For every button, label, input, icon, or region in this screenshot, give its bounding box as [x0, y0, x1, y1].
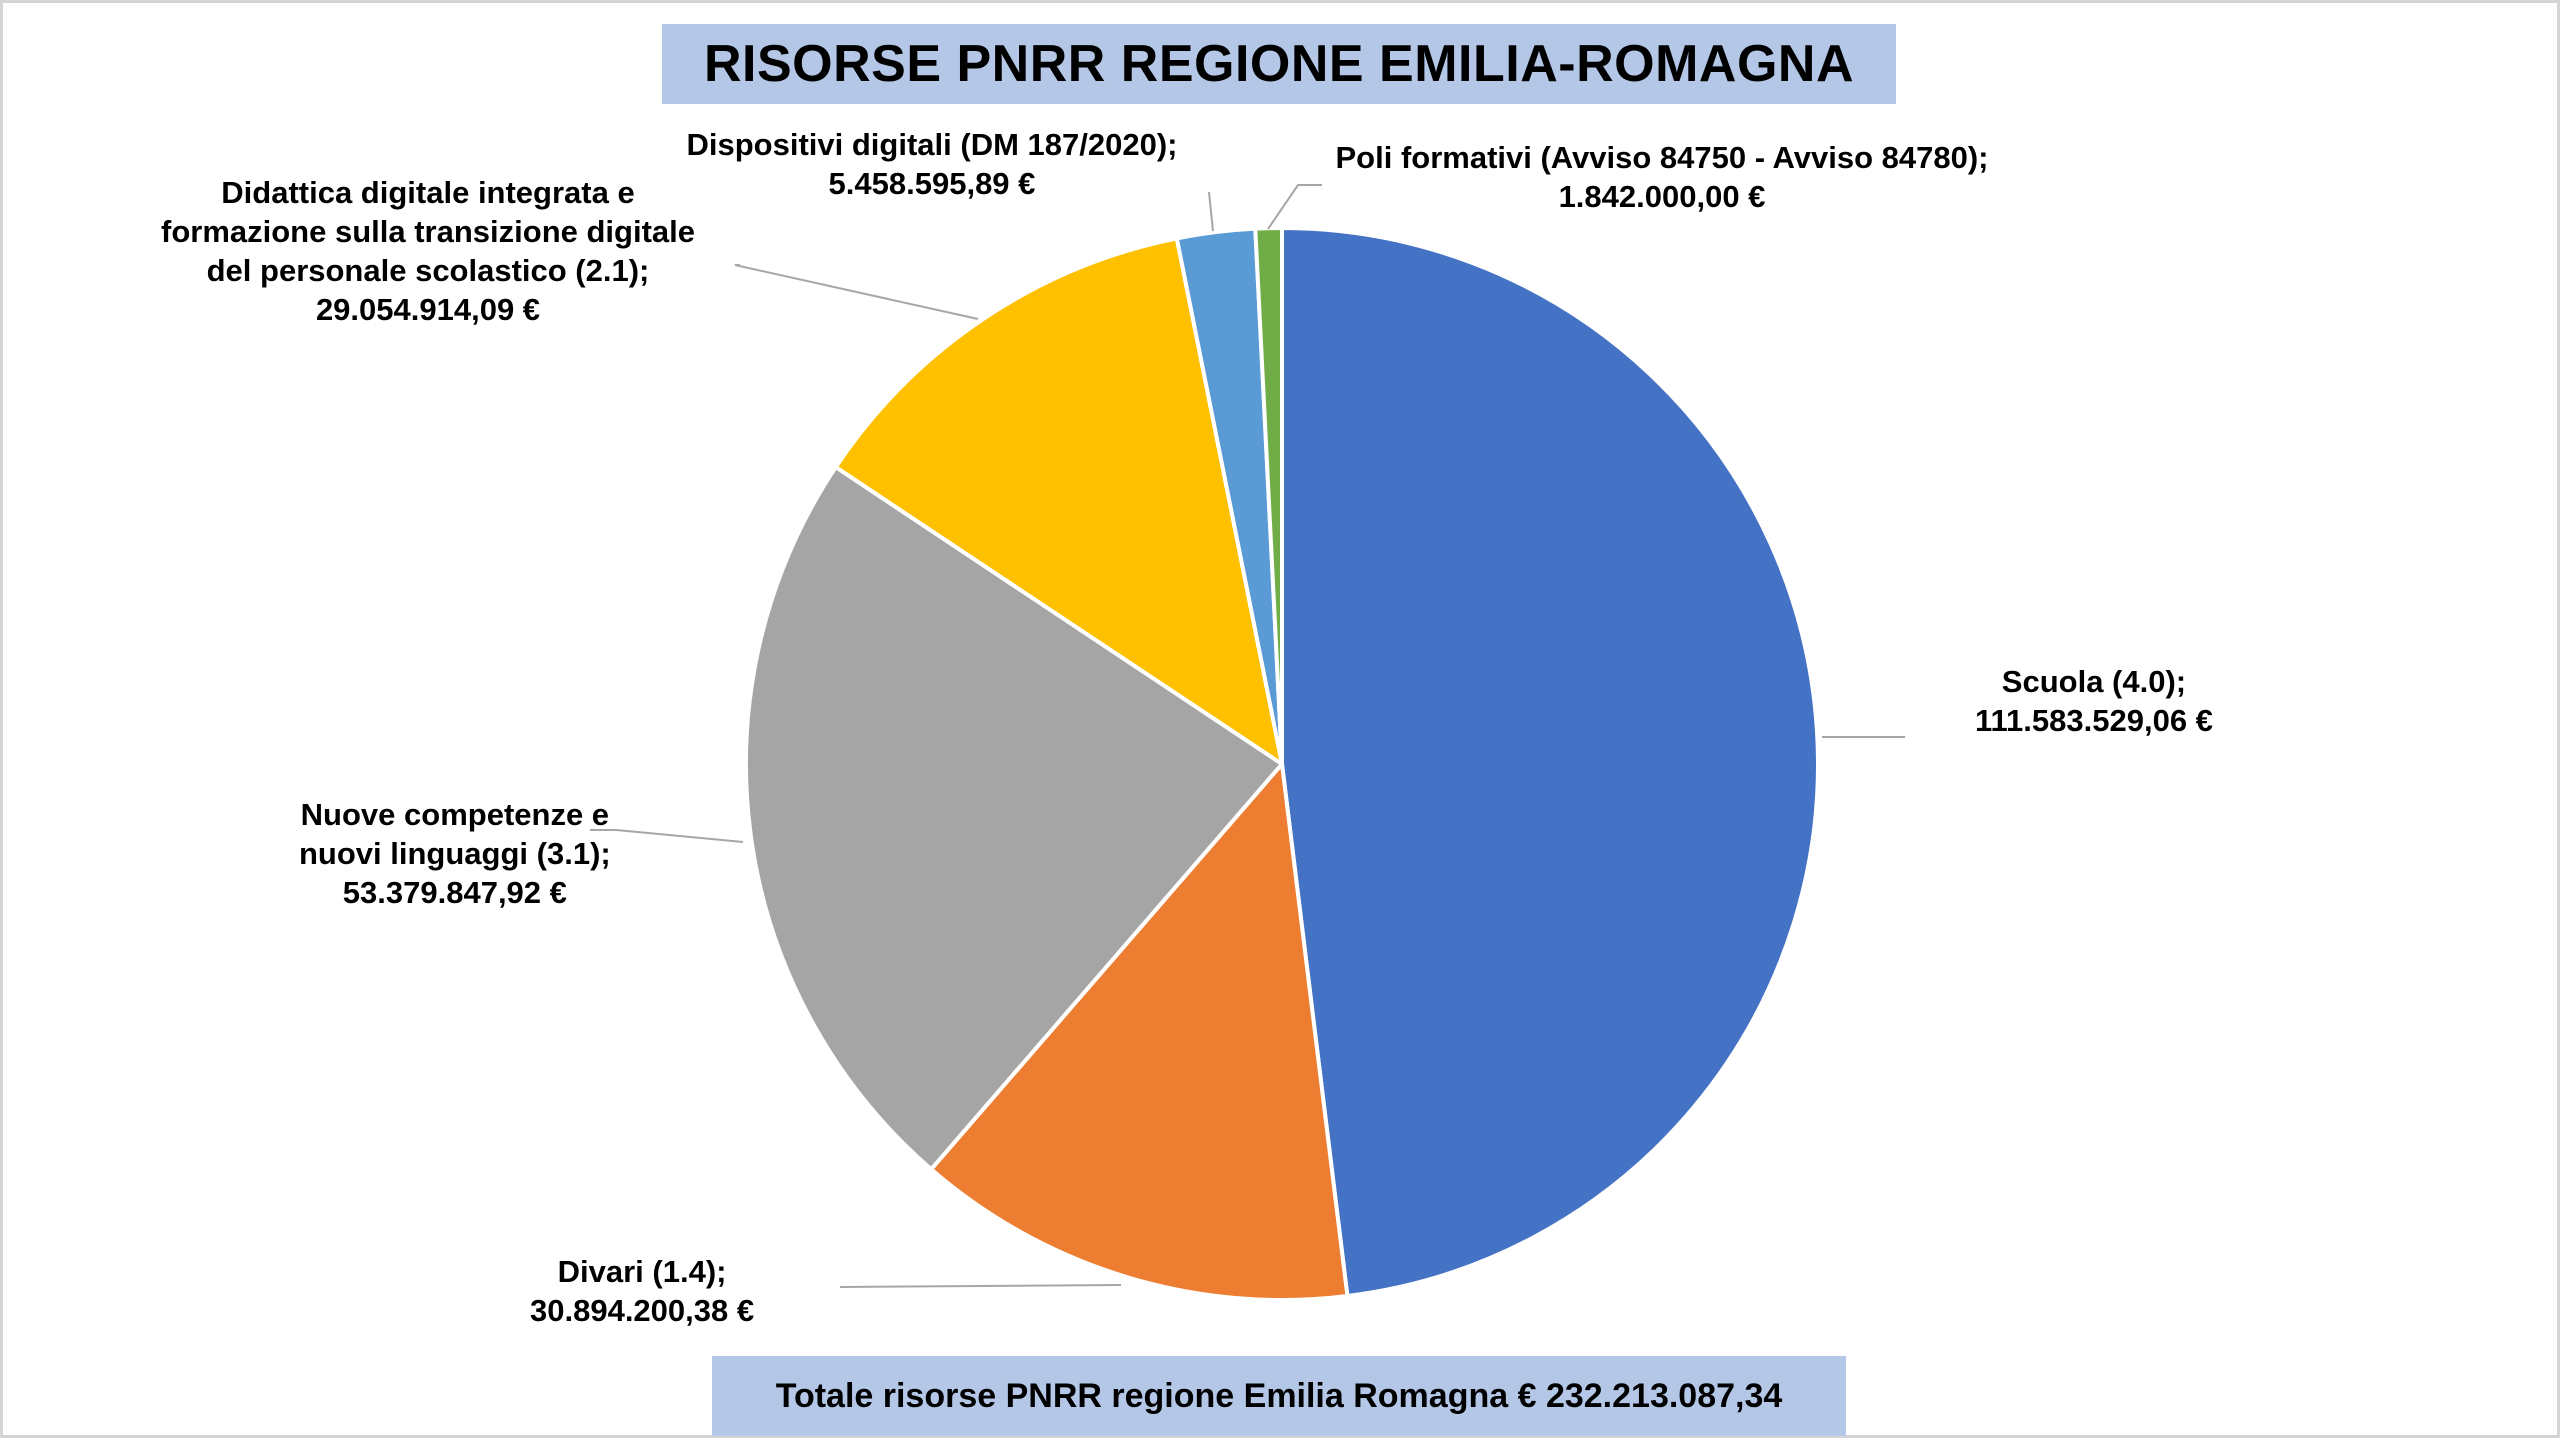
leader-line-dispositivi	[1208, 191, 1214, 232]
data-label-line: nuovi linguaggi (3.1);	[299, 836, 611, 871]
pie-slice-didattica	[833, 236, 1284, 766]
data-label-line: Dispositivi digitali (DM 187/2020);	[686, 127, 1178, 162]
data-label-line: Scuola (4.0);	[2001, 664, 2187, 699]
pie-slice-scuola	[1280, 226, 1820, 1298]
leader-line-nuove	[590, 829, 744, 843]
total-box: Totale risorse PNRR regione Emilia Romag…	[712, 1356, 1846, 1436]
data-label-line: Nuove competenze e	[300, 797, 610, 832]
data-label-line: Divari (1.4);	[557, 1254, 727, 1289]
data-label-nuove: Nuove competenze e nuovi linguaggi (3.1);…	[299, 795, 611, 912]
data-label-poli: Poli formativi (Avviso 84750 - Avviso 84…	[1336, 138, 1989, 216]
data-label-didattica: Didattica digitale integrata e formazione…	[161, 173, 695, 329]
data-label-line: Poli formativi (Avviso 84750 - Avviso 84…	[1335, 140, 1989, 175]
data-label-line: 5.458.595,89 €	[828, 166, 1036, 201]
data-label-line: 1.842.000,00 €	[1558, 179, 1766, 214]
data-label-line: 53.379.847,92 €	[342, 875, 567, 910]
pie-slice-nuove	[744, 465, 1284, 1172]
leader-line-didattica	[734, 264, 979, 320]
data-label-line: 30.894.200,38 €	[530, 1293, 755, 1328]
data-label-line: 111.583.529,06 €	[1975, 703, 2213, 738]
pie-slice-divari	[929, 762, 1350, 1302]
data-label-scuola: Scuola (4.0); 111.583.529,06 €	[1975, 662, 2213, 740]
data-label-line: Didattica digitale integrata e	[221, 175, 635, 210]
chart-title-box: RISORSE PNRR REGIONE EMILIA-ROMAGNA	[662, 24, 1896, 104]
chart-title: RISORSE PNRR REGIONE EMILIA-ROMAGNA	[704, 35, 1854, 93]
data-label-line: 29.054.914,09 €	[315, 292, 541, 327]
leader-line-poli	[1267, 184, 1322, 230]
leader-line-divari	[839, 1284, 1122, 1288]
data-label-dispositivi: Dispositivi digitali (DM 187/2020); 5.458…	[687, 125, 1178, 203]
data-label-line: del personale scolastico (2.1);	[206, 253, 650, 288]
data-label-divari: Divari (1.4); 30.894.200,38 €	[530, 1252, 754, 1330]
total-label: Totale risorse PNRR regione Emilia Romag…	[775, 1376, 1783, 1415]
data-label-line: formazione sulla transizione digitale	[161, 214, 695, 249]
